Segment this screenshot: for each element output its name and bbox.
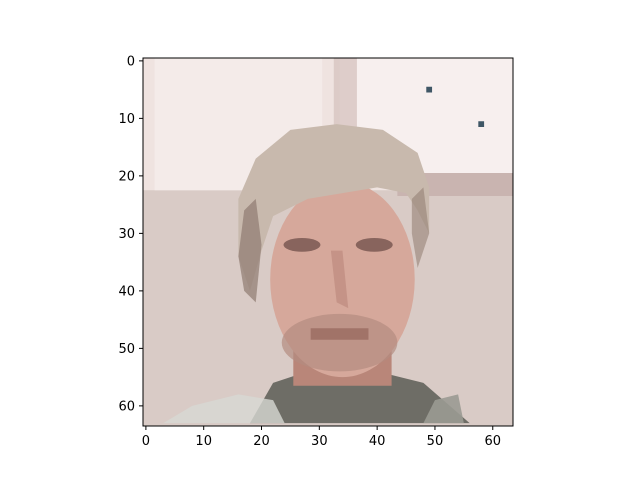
y-tick-label: 10 xyxy=(118,112,135,127)
y-tick-label: 40 xyxy=(118,284,135,299)
x-tick-label: 60 xyxy=(484,434,501,449)
x-tick-label: 20 xyxy=(253,434,270,449)
left-eye xyxy=(283,237,321,252)
x-tick-label: 0 xyxy=(142,434,150,449)
nose xyxy=(330,250,349,309)
right-eye xyxy=(355,237,393,252)
x-tick-label: 50 xyxy=(427,434,444,449)
x-tick-label: 30 xyxy=(311,434,328,449)
x-axis: 0 10 20 30 40 50 60 xyxy=(142,426,501,449)
mouth xyxy=(310,328,369,340)
y-tick-label: 30 xyxy=(118,227,135,242)
axes-frame xyxy=(142,57,514,427)
hair xyxy=(238,124,430,291)
hair-shadow-right xyxy=(411,187,430,268)
shirt-light-left xyxy=(163,394,285,424)
beard xyxy=(281,313,398,372)
image-content xyxy=(143,58,513,426)
y-axis: 0 10 20 30 40 50 60 xyxy=(118,54,143,414)
x-tick-label: 40 xyxy=(369,434,386,449)
x-tick-label: 10 xyxy=(195,434,212,449)
shirt-light-right xyxy=(423,394,464,424)
hair-shadow xyxy=(238,198,262,303)
y-tick-label: 50 xyxy=(118,342,135,357)
y-tick-label: 20 xyxy=(118,169,135,184)
y-tick-label: 60 xyxy=(118,399,135,414)
y-tick-label: 0 xyxy=(127,54,135,69)
spot-2 xyxy=(478,121,485,127)
spot-1 xyxy=(426,86,433,93)
